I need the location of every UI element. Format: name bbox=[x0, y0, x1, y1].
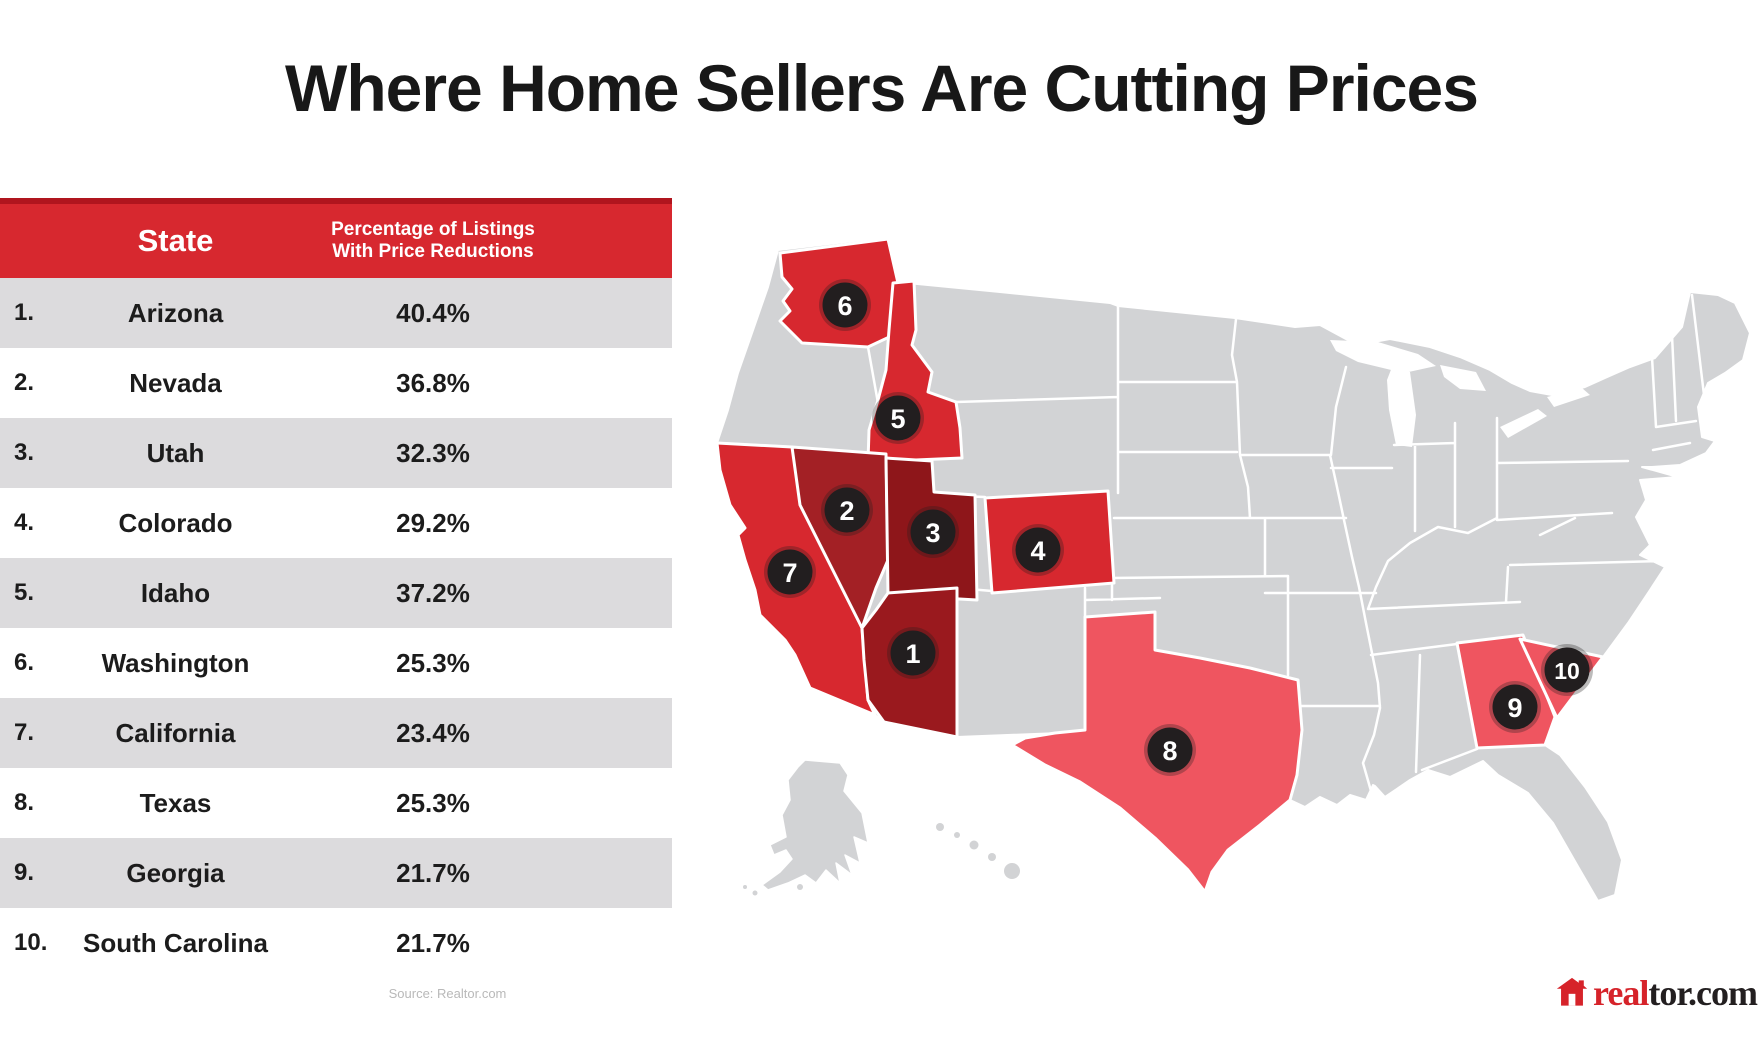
table-header: State Percentage of Listings With Price … bbox=[0, 198, 672, 278]
pct-cell: 37.2% bbox=[396, 577, 470, 608]
marker-number: 10 bbox=[1554, 658, 1580, 684]
lake-superior bbox=[1330, 340, 1436, 373]
great-lakes bbox=[1330, 340, 1590, 447]
page-title: Where Home Sellers Are Cutting Prices bbox=[285, 51, 1479, 125]
marker-circle bbox=[890, 630, 936, 676]
rank-cell: 3. bbox=[14, 439, 35, 466]
marker-circle bbox=[1544, 647, 1590, 693]
lake-michigan bbox=[1387, 367, 1416, 447]
marker-circle bbox=[1492, 684, 1538, 730]
pct-cell: 25.3% bbox=[396, 787, 470, 818]
state-cell: Nevada bbox=[129, 367, 222, 398]
marker-circle bbox=[875, 395, 921, 441]
rank-cell: 5. bbox=[14, 579, 35, 606]
pct-cell: 32.3% bbox=[396, 437, 470, 468]
table-row: 5. Idaho 37.2% bbox=[0, 558, 672, 628]
marker-circle bbox=[1147, 727, 1193, 773]
state-marker-nevada: 2 bbox=[821, 484, 873, 536]
marker-number: 2 bbox=[839, 496, 854, 526]
table-row: 2. Nevada 36.8% bbox=[0, 348, 672, 418]
marker-number: 3 bbox=[925, 518, 940, 548]
pct-cell: 40.4% bbox=[396, 297, 470, 328]
state-cell: South Carolina bbox=[83, 927, 268, 958]
us-map: 6 5 7 2 3 4 1 8 9 10 bbox=[640, 215, 1763, 915]
rank-table: State Percentage of Listings With Price … bbox=[0, 198, 672, 978]
state-cell: California bbox=[115, 717, 236, 748]
state-marker-utah: 3 bbox=[907, 506, 959, 558]
logo-text-real: real bbox=[1593, 973, 1649, 1013]
marker-number: 1 bbox=[905, 639, 920, 669]
pct-cell: 21.7% bbox=[396, 857, 470, 888]
state-marker-south-carolina: 10 bbox=[1541, 644, 1593, 696]
logo-text-torcom: tor.com bbox=[1648, 973, 1758, 1013]
lake-huron bbox=[1440, 365, 1486, 391]
header-pct-line2: With Price Reductions bbox=[332, 241, 534, 262]
table-row: 8. Texas 25.3% bbox=[0, 768, 672, 838]
marker-circle bbox=[824, 487, 870, 533]
pct-cell: 29.2% bbox=[396, 507, 470, 538]
lake-ontario bbox=[1547, 388, 1590, 407]
marker-number: 6 bbox=[837, 291, 852, 321]
table-row: 3. Utah 32.3% bbox=[0, 418, 672, 488]
pct-cell: 36.8% bbox=[396, 367, 470, 398]
table-row: 10. South Carolina 21.7% bbox=[0, 908, 672, 978]
marker-circle bbox=[822, 282, 868, 328]
state-marker-texas: 8 bbox=[1144, 724, 1196, 776]
state-marker-washington: 6 bbox=[819, 279, 871, 331]
state-marker-georgia: 9 bbox=[1489, 681, 1541, 733]
state-cell: Arizona bbox=[127, 297, 224, 328]
rank-cell: 2. bbox=[14, 369, 35, 396]
rank-cell: 1. bbox=[14, 299, 35, 326]
state-nevada bbox=[790, 445, 890, 630]
state-cell: Colorado bbox=[118, 507, 233, 538]
table-rows: 1. Arizona 40.4% 2. Nevada 36.8% 3. Utah 32.3% 4.… bbox=[0, 278, 672, 978]
marker-number: 4 bbox=[1030, 536, 1045, 566]
marker-number: 9 bbox=[1507, 693, 1522, 723]
state-marker-arizona: 1 bbox=[887, 627, 939, 679]
rank-cell: 9. bbox=[14, 859, 35, 886]
rank-cell: 4. bbox=[14, 509, 35, 536]
table-row: 9. Georgia 21.7% bbox=[0, 838, 672, 908]
header-state-label: State bbox=[137, 223, 214, 258]
table-row: 6. Washington 25.3% bbox=[0, 628, 672, 698]
state-marker-idaho: 5 bbox=[872, 392, 924, 444]
table-row: 1. Arizona 40.4% bbox=[0, 278, 672, 348]
pct-cell: 23.4% bbox=[396, 717, 470, 748]
header-pct-line1: Percentage of Listings bbox=[331, 219, 535, 240]
map-markers-layer: 6 5 7 2 3 4 1 8 9 10 bbox=[764, 279, 1593, 776]
lake-erie bbox=[1500, 409, 1547, 438]
marker-circle bbox=[910, 509, 956, 555]
marker-circle bbox=[767, 549, 813, 595]
realtor-logo: real tor.com bbox=[1555, 972, 1758, 1014]
state-cell: Utah bbox=[146, 437, 205, 468]
aleutian-islands bbox=[743, 884, 803, 896]
table-row: 7. California 23.4% bbox=[0, 698, 672, 768]
rank-cell: 7. bbox=[14, 719, 35, 746]
marker-circle bbox=[1015, 527, 1061, 573]
state-cell: Texas bbox=[139, 787, 212, 818]
realtor-house-icon bbox=[1556, 977, 1588, 1006]
marker-number: 8 bbox=[1162, 736, 1177, 766]
source-note: Source: Realtor.com bbox=[388, 986, 507, 1001]
pct-cell: 25.3% bbox=[396, 647, 470, 678]
state-cell: Idaho bbox=[140, 577, 211, 608]
header-pct-label: Percentage of Listings With Price Reduct… bbox=[293, 219, 573, 263]
alaska-shape bbox=[761, 759, 869, 891]
table-row: 4. Colorado 29.2% bbox=[0, 488, 672, 558]
state-cell: Washington bbox=[101, 647, 250, 678]
hawaii-islands bbox=[936, 823, 1020, 879]
state-marker-colorado: 4 bbox=[1012, 524, 1064, 576]
marker-number: 7 bbox=[782, 558, 797, 588]
rank-cell: 8. bbox=[14, 789, 35, 816]
state-cell: Georgia bbox=[126, 857, 225, 888]
rank-cell: 10. bbox=[14, 929, 48, 956]
pct-cell: 21.7% bbox=[396, 927, 470, 958]
marker-number: 5 bbox=[890, 404, 905, 434]
rank-cell: 6. bbox=[14, 649, 35, 676]
us-map-svg: 6 5 7 2 3 4 1 8 9 10 bbox=[715, 236, 1751, 902]
state-marker-california: 7 bbox=[764, 546, 816, 598]
